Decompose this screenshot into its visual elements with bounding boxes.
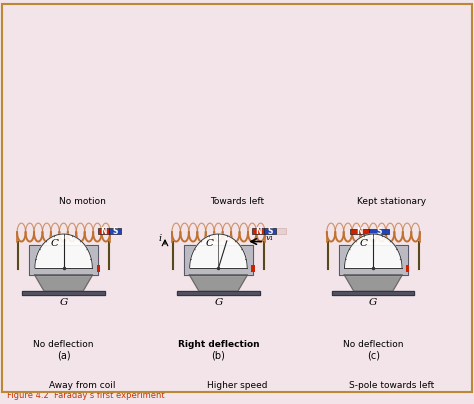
Text: G: G <box>369 298 377 307</box>
Bar <box>406 265 410 272</box>
Bar <box>97 265 100 272</box>
Text: N: N <box>356 227 363 236</box>
Polygon shape <box>177 291 260 295</box>
Bar <box>109 229 121 234</box>
Bar <box>350 229 369 234</box>
Polygon shape <box>35 234 92 268</box>
Text: Figure 4.2  Faraday’s first experiment: Figure 4.2 Faraday’s first experiment <box>7 391 165 400</box>
Text: Away from coil: Away from coil <box>49 381 115 390</box>
Polygon shape <box>345 234 402 268</box>
Text: No deflection: No deflection <box>33 340 94 349</box>
Text: Right deflection: Right deflection <box>178 340 259 349</box>
Text: N: N <box>255 227 262 236</box>
Text: G: G <box>59 298 68 307</box>
Text: C: C <box>360 239 368 248</box>
Text: No motion: No motion <box>59 198 106 206</box>
Text: Kept stationary: Kept stationary <box>357 198 427 206</box>
Text: S: S <box>112 227 118 236</box>
Text: G: G <box>214 298 223 307</box>
Bar <box>253 229 264 234</box>
Text: S-pole towards left: S-pole towards left <box>349 381 435 390</box>
Text: v₁: v₁ <box>265 234 274 242</box>
Text: (a): (a) <box>57 351 71 360</box>
Polygon shape <box>344 275 402 291</box>
Text: i: i <box>158 234 161 243</box>
Polygon shape <box>339 245 408 275</box>
Text: No deflection: No deflection <box>343 340 403 349</box>
Polygon shape <box>190 234 247 268</box>
Text: C: C <box>205 239 213 248</box>
Text: (b): (b) <box>211 351 225 360</box>
Bar <box>98 229 109 234</box>
Text: N: N <box>100 227 107 236</box>
Bar <box>264 229 276 234</box>
Polygon shape <box>189 275 247 291</box>
Text: C: C <box>50 239 58 248</box>
Polygon shape <box>35 275 93 291</box>
Polygon shape <box>22 291 105 295</box>
Bar <box>251 265 255 272</box>
Text: S: S <box>267 227 273 236</box>
Polygon shape <box>184 245 253 275</box>
Text: S: S <box>376 227 382 236</box>
Polygon shape <box>332 291 414 295</box>
Bar <box>276 229 286 234</box>
Text: Higher speed: Higher speed <box>207 381 267 390</box>
Polygon shape <box>29 245 98 275</box>
Text: Towards left: Towards left <box>210 198 264 206</box>
Bar <box>369 229 389 234</box>
Text: (c): (c) <box>367 351 380 360</box>
